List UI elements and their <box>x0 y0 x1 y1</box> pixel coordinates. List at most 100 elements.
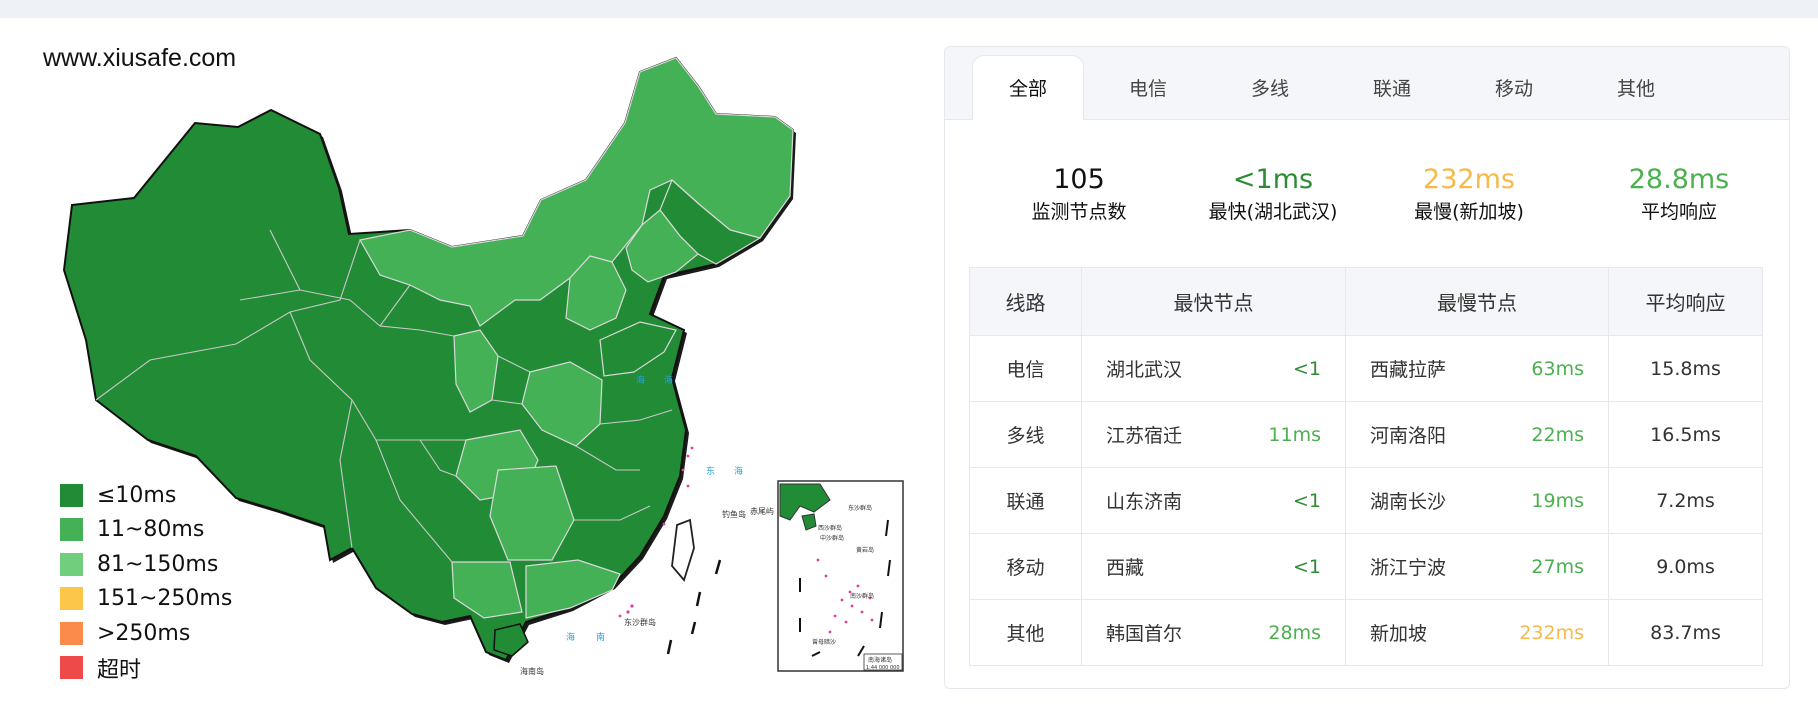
fast-ms: <1 <box>1292 357 1321 380</box>
legend-swatch <box>60 656 83 680</box>
row-fastest: 韩国首尔 28ms <box>1081 599 1346 666</box>
stat-value: 105 <box>1053 164 1105 195</box>
row-average: 16.5ms <box>1608 401 1763 468</box>
fast-node: 西藏 <box>1106 557 1145 579</box>
legend-swatch <box>60 621 83 645</box>
region-central <box>521 361 603 447</box>
map-label: 海南岛 <box>520 666 544 676</box>
stat-label: 监测节点数 <box>1031 201 1127 223</box>
region-guangxi <box>451 561 523 619</box>
latency-legend: ≤10ms 11~80ms 81~150ms 151~250ms >250ms … <box>60 478 232 685</box>
stat-average: 28.8ms 平均响应 <box>1569 163 1789 227</box>
row-fastest: 山东济南 <1 <box>1081 467 1346 534</box>
row-line: 其他 <box>969 599 1082 666</box>
sea-label: 海 <box>566 631 575 643</box>
inset-scale: 1:44 000 000 <box>866 665 900 671</box>
summary-stats: 105 监测节点数 <1ms 最快(湖北武汉) 232ms 最慢(新加坡) 28… <box>945 163 1789 233</box>
legend-item: 81~150ms <box>60 547 232 582</box>
fast-ms: <1 <box>1292 555 1321 578</box>
fast-ms: <1 <box>1292 489 1321 512</box>
header-fastest: 最快节点 <box>1081 267 1346 336</box>
sea-label: 海 <box>734 465 743 477</box>
legend-swatch <box>60 483 83 507</box>
stat-node-count: 105 监测节点数 <box>969 163 1189 227</box>
legend-label: 151~250ms <box>97 586 233 612</box>
tab-unicom[interactable]: 联通 <box>1372 77 1411 100</box>
slow-ms: 27ms <box>1531 555 1584 578</box>
legend-swatch <box>60 552 83 576</box>
legend-item: 超时 <box>60 651 232 686</box>
legend-item: 151~250ms <box>60 582 232 617</box>
row-fastest: 西藏 <1 <box>1081 533 1346 600</box>
fast-node: 江苏宿迁 <box>1106 425 1183 447</box>
tab-multiline[interactable]: 多线 <box>1250 77 1289 100</box>
inset-title: 南海诸岛 <box>868 656 892 664</box>
row-line: 联通 <box>969 467 1082 534</box>
header-line: 线路 <box>969 267 1082 336</box>
row-average: 15.8ms <box>1608 335 1763 402</box>
tab-all[interactable]: 全部 <box>972 55 1084 120</box>
tab-telecom[interactable]: 电信 <box>1128 77 1167 100</box>
region-guangdong <box>525 559 621 619</box>
slow-node: 新加坡 <box>1370 623 1428 645</box>
stats-card: 全部 电信 多线 联通 移动 其他 105 监测节点数 <1ms 最快(湖北武汉… <box>944 46 1790 689</box>
table-header-row: 线路 最快节点 最慢节点 平均响应 <box>969 267 1763 336</box>
table-row: 多线 江苏宿迁 11ms 河南洛阳 22ms 16.5ms <box>969 401 1763 468</box>
stat-value: 232ms <box>1423 164 1515 195</box>
inset-label: 黄岩岛 <box>856 546 874 554</box>
row-fastest: 江苏宿迁 11ms <box>1081 401 1346 468</box>
table-row: 移动 西藏 <1 浙江宁波 27ms 9.0ms <box>969 533 1763 600</box>
legend-swatch <box>60 518 83 542</box>
map-label: 钓鱼岛 <box>722 509 746 519</box>
stat-value: <1ms <box>1232 164 1314 195</box>
region-liaoning <box>625 209 699 283</box>
slow-node: 浙江宁波 <box>1370 557 1447 579</box>
header-slowest: 最慢节点 <box>1345 267 1609 336</box>
row-slowest: 浙江宁波 27ms <box>1345 533 1609 600</box>
legend-swatch <box>60 587 83 611</box>
region-hunan <box>489 465 575 561</box>
region-hebei <box>565 255 627 331</box>
map-label: 赤尾屿 <box>750 507 774 516</box>
header-average: 平均响应 <box>1608 267 1763 336</box>
sea-label: 海 <box>636 374 645 386</box>
stat-label: 最慢(新加坡) <box>1414 201 1524 223</box>
legend-item: ≤10ms <box>60 478 232 513</box>
legend-label: 11~80ms <box>97 517 205 543</box>
hainan-island <box>493 623 529 657</box>
fast-ms: 11ms <box>1268 423 1321 446</box>
line-tabs: 全部 电信 多线 联通 移动 其他 <box>945 47 1789 120</box>
row-average: 9.0ms <box>1608 533 1763 600</box>
taiwan-island <box>671 518 695 582</box>
fast-ms: 28ms <box>1268 621 1321 644</box>
region-shandong <box>599 321 677 377</box>
sea-label: 南 <box>596 631 605 643</box>
inset-label: 南沙群岛 <box>850 592 874 600</box>
sea-label: 东 <box>706 465 715 477</box>
slow-node: 河南洛阳 <box>1370 425 1447 447</box>
tab-other[interactable]: 其他 <box>1616 77 1655 100</box>
row-line: 移动 <box>969 533 1082 600</box>
route-table: 线路 最快节点 最慢节点 平均响应 电信 湖北武汉 <1 西藏拉萨 63ms 15.… <box>969 267 1763 666</box>
slow-node: 西藏拉萨 <box>1370 359 1447 381</box>
inset-label: 东沙群岛 <box>848 504 872 512</box>
table-row: 其他 韩国首尔 28ms 新加坡 232ms 83.7ms <box>969 599 1763 666</box>
tab-mobile[interactable]: 移动 <box>1494 77 1533 100</box>
row-average: 7.2ms <box>1608 467 1763 534</box>
map-label: 东沙群岛 <box>624 617 656 627</box>
table-row: 联通 山东济南 <1 湖南长沙 19ms 7.2ms <box>969 467 1763 534</box>
sea-label: 海 <box>664 374 673 386</box>
row-slowest: 河南洛阳 22ms <box>1345 401 1609 468</box>
fast-node: 湖北武汉 <box>1106 359 1183 381</box>
slow-ms: 63ms <box>1531 357 1584 380</box>
row-average: 83.7ms <box>1608 599 1763 666</box>
fast-node: 韩国首尔 <box>1106 623 1183 645</box>
stat-slowest: 232ms 最慢(新加坡) <box>1359 163 1579 227</box>
inset-label: 中沙群岛 <box>820 534 844 542</box>
row-slowest: 湖南长沙 19ms <box>1345 467 1609 534</box>
inset-label: 西沙群岛 <box>818 524 842 532</box>
legend-label: 超时 <box>97 657 142 683</box>
stat-label: 最快(湖北武汉) <box>1208 201 1338 223</box>
slow-ms: 19ms <box>1531 489 1584 512</box>
legend-label: 81~150ms <box>97 551 219 577</box>
